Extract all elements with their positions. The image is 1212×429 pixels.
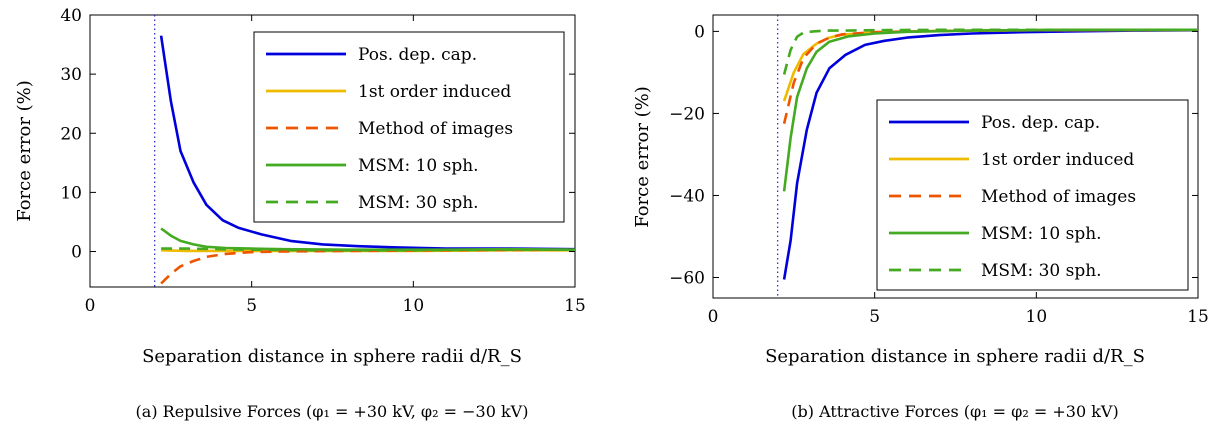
legend-label: MSM: 30 sph.	[358, 193, 479, 213]
legend-label: Pos. dep. cap.	[358, 45, 477, 65]
x-tick-label: 0	[85, 296, 96, 316]
legend-label: 1st order induced	[981, 150, 1134, 170]
legend-label: MSM: 30 sph.	[981, 261, 1102, 281]
series-group-a	[159, 35, 575, 285]
legend-label: MSM: 10 sph.	[981, 224, 1102, 244]
x-axis-label-a: Separation distance in sphere radii d/R_…	[142, 346, 522, 367]
y-tick-label: 40	[60, 6, 82, 26]
legend-a: Pos. dep. cap. 1st order induced Method of…	[253, 31, 565, 223]
x-tick-label: 0	[708, 307, 719, 327]
y-ticks-b: 0 −20 −40 −60	[669, 22, 1198, 288]
x-tick-label: 15	[1187, 307, 1209, 327]
x-tick-label: 5	[869, 307, 880, 327]
x-tick-label: 10	[403, 296, 425, 316]
legend-label: Method of images	[358, 119, 513, 139]
series-line-4	[782, 28, 1198, 192]
chart-panel-b: 0 5 10 15 0 −20 −40 −60 Separation distance in…	[632, 14, 1209, 421]
x-tick-label: 10	[1026, 307, 1048, 327]
legend-box-a	[253, 31, 565, 223]
y-tick-label: 30	[60, 65, 82, 85]
series-group-b	[782, 28, 1198, 280]
legend-b: Pos. dep. cap. 1st order induced Method of…	[876, 99, 1189, 291]
y-ticks-a: 0 10 20 30 40	[60, 6, 575, 263]
x-tick-label: 5	[246, 296, 257, 316]
series-line-1	[782, 28, 1198, 280]
y-axis-label-a: Force error (%)	[14, 80, 35, 222]
x-axis-label-b: Separation distance in sphere radii d/R_…	[765, 346, 1145, 367]
x-ticks-b: 0 5 10 15	[708, 15, 1209, 327]
caption-b: (b) Attractive Forces (φ₁ = φ₂ = +30 kV)	[791, 402, 1118, 421]
y-tick-label: 0	[71, 243, 82, 263]
x-tick-label: 15	[564, 296, 586, 316]
legend-label: MSM: 10 sph.	[358, 156, 479, 176]
series-line-3	[160, 248, 575, 285]
series-line-1	[159, 35, 575, 251]
legend-label: Method of images	[981, 187, 1136, 207]
y-tick-label: 10	[60, 183, 82, 203]
y-axis-label-b: Force error (%)	[632, 86, 653, 228]
y-tick-label: 20	[60, 124, 82, 144]
y-tick-label: −60	[669, 268, 705, 288]
series-line-5	[161, 247, 575, 252]
y-tick-label: −20	[669, 104, 705, 124]
legend-label: Pos. dep. cap.	[981, 113, 1100, 133]
legend-label: 1st order induced	[358, 82, 511, 102]
legend-box-b	[876, 99, 1189, 291]
chart-panel-a: 0 5 10 15 0 10 20 30 40 Separation distance in …	[14, 6, 586, 421]
y-tick-label: −40	[669, 186, 705, 206]
y-tick-label: 0	[694, 22, 705, 42]
x-ticks-a: 0 5 10 15	[85, 15, 586, 316]
caption-a: (a) Repulsive Forces (φ₁ = +30 kV, φ₂ = …	[136, 402, 529, 421]
